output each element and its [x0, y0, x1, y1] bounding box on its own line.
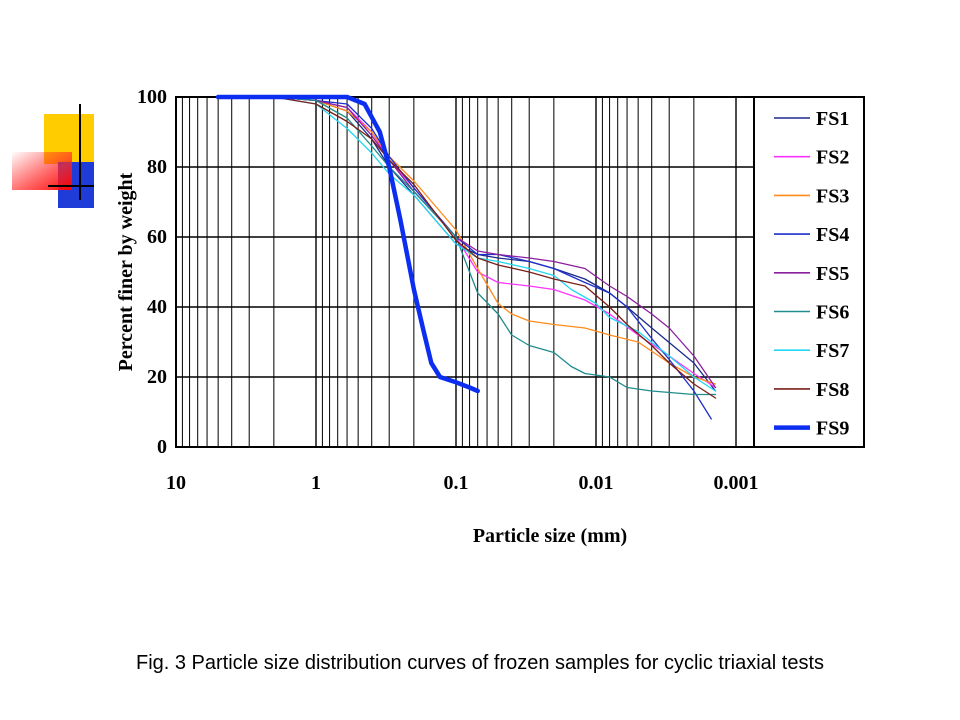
y-tick-label: 0	[157, 436, 167, 458]
legend-label-fs9: FS9	[816, 418, 849, 440]
series-line-fs3	[217, 96, 717, 385]
x-tick-label: 0.01	[579, 472, 614, 494]
legend-label-fs2: FS2	[816, 147, 849, 169]
y-tick-label: 20	[147, 366, 167, 388]
legend: FS1 FS2 FS3 FS4 FS5 FS6 FS7 FS8 FS9	[753, 96, 865, 448]
y-tick-label: 100	[137, 86, 167, 108]
x-axis-title: Particle size (mm)	[473, 525, 627, 547]
legend-label-fs5: FS5	[816, 263, 849, 285]
x-tick-label: 0.1	[444, 472, 469, 494]
series-line-fs9	[215, 94, 480, 394]
x-tick-label: 10	[166, 472, 186, 494]
y-tick-label: 60	[147, 226, 167, 248]
legend-label-fs4: FS4	[816, 224, 849, 246]
red-gradient-square	[12, 152, 72, 190]
x-tick-labels: 10 1 0.1 0.01 0.001	[166, 472, 759, 494]
x-tick-label: 0.001	[714, 472, 759, 494]
series-lines	[215, 94, 717, 420]
series-line-fs6	[217, 96, 717, 396]
legend-label-fs3: FS3	[816, 185, 849, 207]
legend-label-fs7: FS7	[816, 340, 849, 362]
series-line-fs8	[217, 96, 717, 399]
y-tick-label: 40	[147, 296, 167, 318]
y-tick-labels: 0 20 40 60 80 100	[137, 86, 167, 458]
series-line-fs7	[217, 96, 717, 392]
y-tick-label: 80	[147, 156, 167, 178]
y-axis-title: Percent finer by weight	[115, 172, 137, 371]
legend-label-fs1: FS1	[816, 108, 849, 130]
x-tick-label: 1	[311, 472, 321, 494]
plot-frame	[175, 96, 755, 448]
legend-label-fs8: FS8	[816, 379, 849, 401]
figure-caption: Fig. 3 Particle size distribution curves…	[135, 652, 825, 674]
series-line-fs5	[217, 96, 717, 389]
legend-label-fs6: FS6	[816, 302, 849, 324]
grid-lines	[175, 96, 754, 448]
